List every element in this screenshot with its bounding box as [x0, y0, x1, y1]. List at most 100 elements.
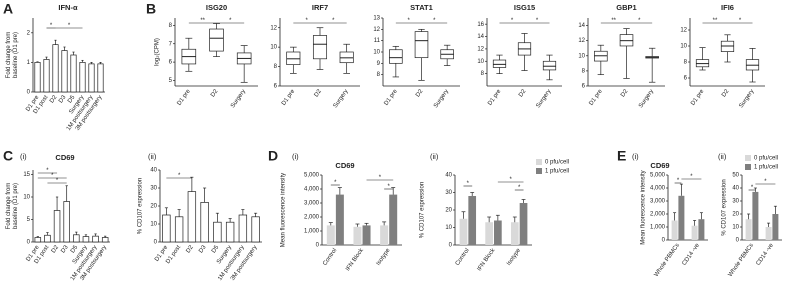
significance-label: *: [50, 23, 53, 29]
y-tick-label: 1: [27, 60, 31, 66]
chart-title: IFN-α: [58, 3, 78, 12]
x-tick-label: Surgery: [535, 89, 552, 110]
y-tick-label: 10: [270, 45, 277, 51]
y-tick-label: 40: [732, 186, 739, 192]
x-tick-label: Control: [322, 248, 338, 267]
x-tick-label: D2: [518, 88, 528, 98]
significance-label: *: [739, 18, 742, 24]
bar: [238, 214, 248, 243]
x-tick-label: D2: [49, 94, 59, 104]
panel-label: D: [268, 148, 278, 164]
significance-label: *: [407, 18, 410, 24]
y-tick-label: 20: [150, 204, 157, 210]
x-tick-label: Surgery: [333, 89, 350, 110]
bar: [691, 225, 698, 240]
x-tick-label: D2: [415, 88, 425, 98]
y-tick-label: 8: [684, 60, 688, 66]
significance-label: *: [56, 178, 59, 184]
legend-swatch: [745, 164, 751, 170]
chart-title: IFI6: [721, 3, 734, 12]
y-tick-label: 8: [274, 64, 278, 70]
x-tick-label: CD14 -ve: [755, 242, 775, 267]
y-axis-label: log₂(CPM): [155, 38, 161, 66]
x-tick-label: IFN Block: [477, 247, 497, 273]
x-tick-label: D2: [210, 88, 220, 98]
y-tick-label: 14: [578, 23, 585, 29]
y-tick-label: 10: [445, 225, 452, 231]
y-tick-label: 2,000: [650, 212, 666, 218]
y-tick-label: 8: [582, 68, 586, 74]
x-tick-label: D2: [721, 88, 731, 98]
y-axis-label: Fold change from: [6, 32, 12, 79]
y-tick-label: 5: [169, 78, 173, 84]
panel-sublabel: (ii): [430, 152, 439, 161]
significance-label: *: [51, 173, 54, 179]
legend-swatch: [745, 155, 751, 161]
chart-title: CD69: [55, 153, 74, 162]
chart-title: GBP1: [616, 3, 636, 12]
significance-label: *: [332, 18, 335, 24]
y-tick-label: 8: [169, 23, 173, 29]
bar: [389, 194, 398, 245]
bar: [698, 219, 705, 240]
x-tick-label: D3: [198, 244, 208, 254]
y-tick-label: 10: [732, 225, 739, 231]
box: [312, 35, 328, 60]
y-axis-label: Fold change from: [6, 183, 12, 230]
x-tick-label: Surgery: [738, 89, 755, 110]
y-tick-label: 14: [477, 34, 484, 40]
significance-label: *: [433, 18, 436, 24]
x-tick-label: D1 pre: [690, 88, 706, 107]
bar: [92, 235, 99, 243]
y-tick-label: 10: [578, 53, 585, 59]
y-tick-label: 20: [732, 212, 739, 218]
significance-label: *: [229, 18, 232, 24]
y-tick-label: 5,000: [304, 173, 320, 179]
chart-title: CD69: [650, 161, 669, 170]
x-tick-label: D2: [51, 244, 61, 254]
y-tick-label: 0: [316, 243, 320, 249]
bar: [335, 194, 344, 245]
y-tick-label: 40: [445, 173, 452, 179]
y-axis-label: % CD107 expression: [420, 182, 426, 238]
significance-label: *: [379, 175, 382, 181]
box: [492, 59, 507, 68]
y-tick-label: 30: [150, 186, 157, 192]
bar: [678, 195, 685, 240]
y-tick-label: 10: [680, 44, 687, 50]
y-tick-label: 0: [736, 238, 740, 244]
bar: [519, 203, 528, 245]
y-tick-label: 12: [270, 25, 277, 31]
significance-label: *: [178, 173, 181, 179]
y-axis-label: % CD107 expression: [722, 179, 728, 235]
x-tick-label: Isotype: [376, 247, 392, 267]
x-tick-label: Surgery: [230, 89, 247, 110]
bar: [362, 225, 371, 245]
panel-label: E: [617, 148, 626, 164]
significance-label: *: [387, 184, 390, 190]
box: [209, 28, 224, 52]
y-tick-label: 5: [27, 217, 31, 223]
bar: [101, 237, 109, 243]
bar: [510, 222, 519, 245]
y-tick-label: 2,000: [304, 215, 320, 221]
chart-title: IRF7: [312, 3, 328, 12]
y-tick-label: 16: [477, 22, 484, 28]
significance-label: *: [677, 178, 680, 184]
bar: [63, 201, 70, 243]
panel-label: C: [3, 148, 13, 164]
y-tick-label: 3,000: [304, 201, 320, 207]
x-tick-label: Surgery: [433, 89, 450, 110]
x-tick-label: CD14 -ve: [681, 242, 701, 267]
y-tick-label: 1,000: [650, 225, 666, 231]
y-tick-label: 0: [27, 90, 31, 96]
chart-title: ISG15: [514, 3, 535, 12]
y-axis-label: baseline (D1 pre): [13, 183, 19, 229]
y-tick-label: 12: [578, 38, 585, 44]
y-tick-label: 8: [377, 72, 381, 78]
significance-label: *: [467, 181, 470, 187]
y-tick-label: 30: [445, 190, 452, 196]
y-tick-label: 6: [169, 60, 173, 66]
x-tick-label: IFN Block: [345, 247, 365, 273]
